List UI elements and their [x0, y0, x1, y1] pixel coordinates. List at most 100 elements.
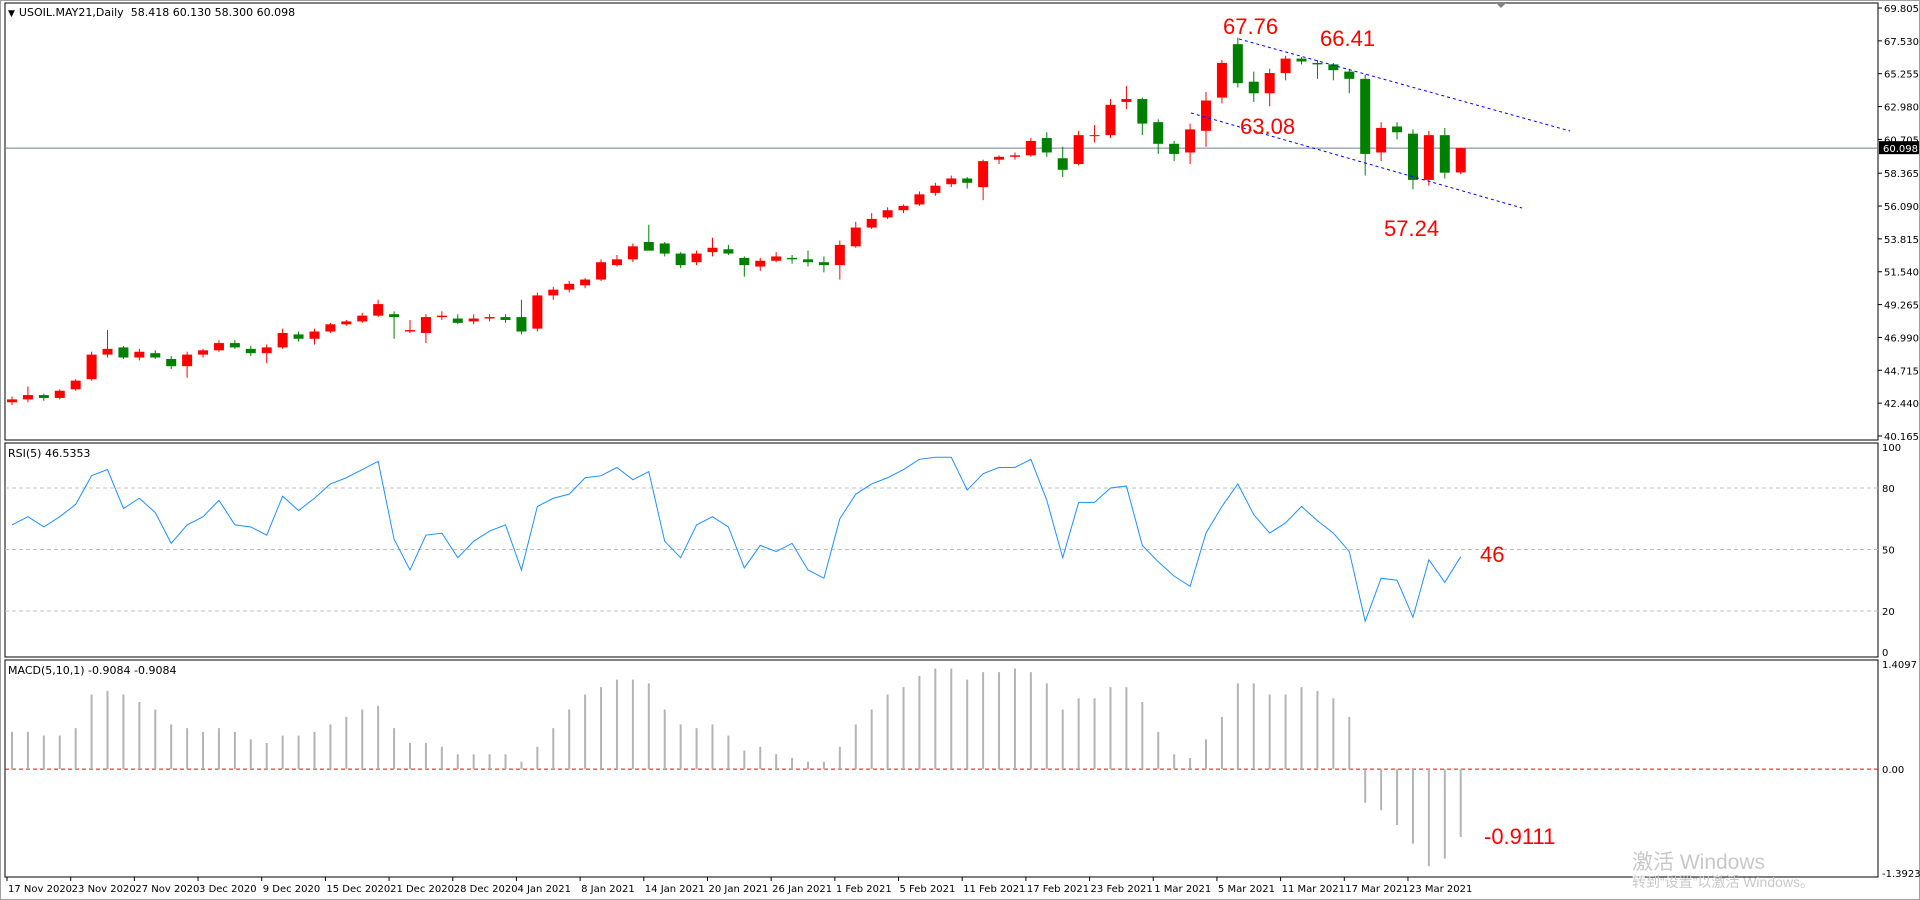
candle-body	[38, 395, 49, 398]
candle-body	[818, 262, 829, 266]
candle-body	[166, 358, 177, 367]
candle-body	[723, 249, 734, 254]
rsi-line	[11, 456, 1462, 623]
candle-body	[898, 205, 909, 211]
candle-body	[1089, 135, 1100, 137]
price-tick-label: 65.255	[1884, 70, 1919, 81]
candle-body	[978, 161, 989, 188]
watermark-line1: 激活 Windows	[1632, 851, 1766, 874]
candle-body	[882, 210, 893, 218]
candle-body	[1057, 158, 1068, 170]
candle-body	[484, 317, 495, 319]
annotation-macd-value: -0.9111	[1484, 824, 1556, 849]
candle-body	[1009, 155, 1020, 157]
rsi-tick-label: 100	[1882, 443, 1901, 454]
candle-body	[787, 257, 798, 260]
price-tick-label: 40.165	[1884, 432, 1919, 443]
rsi-tick-label: 50	[1882, 546, 1895, 557]
rsi-tick-label: 20	[1882, 607, 1895, 618]
date-label: 23 Feb 2021	[1091, 884, 1153, 895]
candle-body	[1312, 62, 1323, 65]
candle-body	[420, 317, 431, 333]
dropdown-triangle-icon[interactable]: ▼	[8, 9, 15, 19]
candle-body	[930, 185, 941, 193]
date-label: 9 Dec 2020	[263, 884, 321, 895]
candle-body	[643, 241, 654, 251]
date-label: 11 Feb 2021	[963, 884, 1025, 895]
candle-body	[1264, 73, 1275, 94]
date-label: 23 Mar 2021	[1409, 884, 1472, 895]
candle-body	[516, 317, 527, 332]
candle-body	[994, 156, 1005, 160]
rsi-tick-label: 0	[1882, 648, 1888, 659]
candle-body	[771, 256, 782, 261]
candle-body	[627, 246, 638, 260]
candle-body	[1455, 148, 1466, 173]
candle-body	[405, 330, 415, 332]
candle-body	[580, 279, 591, 286]
candle-body	[118, 347, 129, 358]
candle-body	[1344, 71, 1355, 79]
price-tick-label: 67.530	[1884, 37, 1919, 48]
candle-body	[261, 347, 272, 354]
price-tick-label: 42.440	[1884, 399, 1919, 410]
candle-body	[850, 227, 861, 247]
candle-body	[1185, 129, 1196, 153]
candle-body	[1201, 100, 1211, 131]
candle-body	[1360, 78, 1371, 154]
candle-body	[102, 348, 113, 355]
rsi-tick-label: 80	[1882, 484, 1895, 495]
candle-body	[1407, 133, 1418, 180]
candle-body	[1121, 99, 1132, 102]
candle-body	[436, 315, 447, 318]
candle-body	[596, 262, 607, 280]
candle-body	[1073, 135, 1084, 165]
candle-body	[1248, 81, 1259, 94]
date-label: 21 Dec 2020	[390, 884, 454, 895]
candle-body	[1137, 99, 1148, 124]
date-label: 15 Dec 2020	[326, 884, 390, 895]
price-tick-label: 69.805	[1884, 4, 1919, 15]
candle-body	[7, 399, 17, 403]
candle-body	[611, 259, 622, 266]
candle-body	[1328, 64, 1339, 71]
date-label: 17 Mar 2021	[1345, 884, 1408, 895]
current-price-box	[1879, 141, 1919, 155]
date-label: 27 Nov 2020	[135, 884, 199, 895]
candle-body	[309, 331, 320, 339]
candle-body	[1169, 143, 1180, 154]
date-label: 14 Jan 2021	[645, 884, 705, 895]
candle-body	[1423, 135, 1434, 180]
date-label: 5 Mar 2021	[1218, 884, 1275, 895]
annotation-low-57: 57.24	[1384, 216, 1440, 241]
candle-body	[1280, 58, 1291, 74]
candle-body	[357, 315, 368, 322]
ohlc-values: 58.418 60.130 58.300 60.098	[130, 6, 296, 19]
candle-body	[341, 321, 352, 325]
price-pane-frame	[4, 2, 1879, 441]
date-label: 1 Mar 2021	[1154, 884, 1211, 895]
macd-tick-label: 0.00	[1882, 765, 1904, 776]
candle-body	[150, 353, 161, 358]
candle-body	[500, 317, 511, 320]
candle-body	[1153, 122, 1164, 144]
macd-pane-frame	[4, 659, 1879, 878]
date-label: 8 Jan 2021	[581, 884, 635, 895]
candle-body	[452, 318, 463, 323]
macd-tick-label: -1.3923	[1882, 869, 1920, 880]
candle-body	[1041, 138, 1052, 153]
price-tick-label: 44.715	[1884, 366, 1919, 377]
candle-body	[1376, 127, 1387, 153]
candle-body	[914, 194, 925, 205]
candle-body	[1232, 44, 1243, 84]
candle-body	[293, 334, 304, 339]
date-label: 28 Dec 2020	[454, 884, 518, 895]
candle-body	[182, 354, 193, 367]
price-tick-label: 51.540	[1884, 268, 1919, 279]
candle-body	[213, 343, 224, 351]
price-tick-label: 46.990	[1884, 333, 1919, 344]
chart-title: ▼ USOIL.MAY21,Daily 58.418 60.130 58.300 …	[8, 6, 295, 19]
macd-label: MACD(5,10,1) -0.9084 -0.9084	[8, 664, 177, 677]
